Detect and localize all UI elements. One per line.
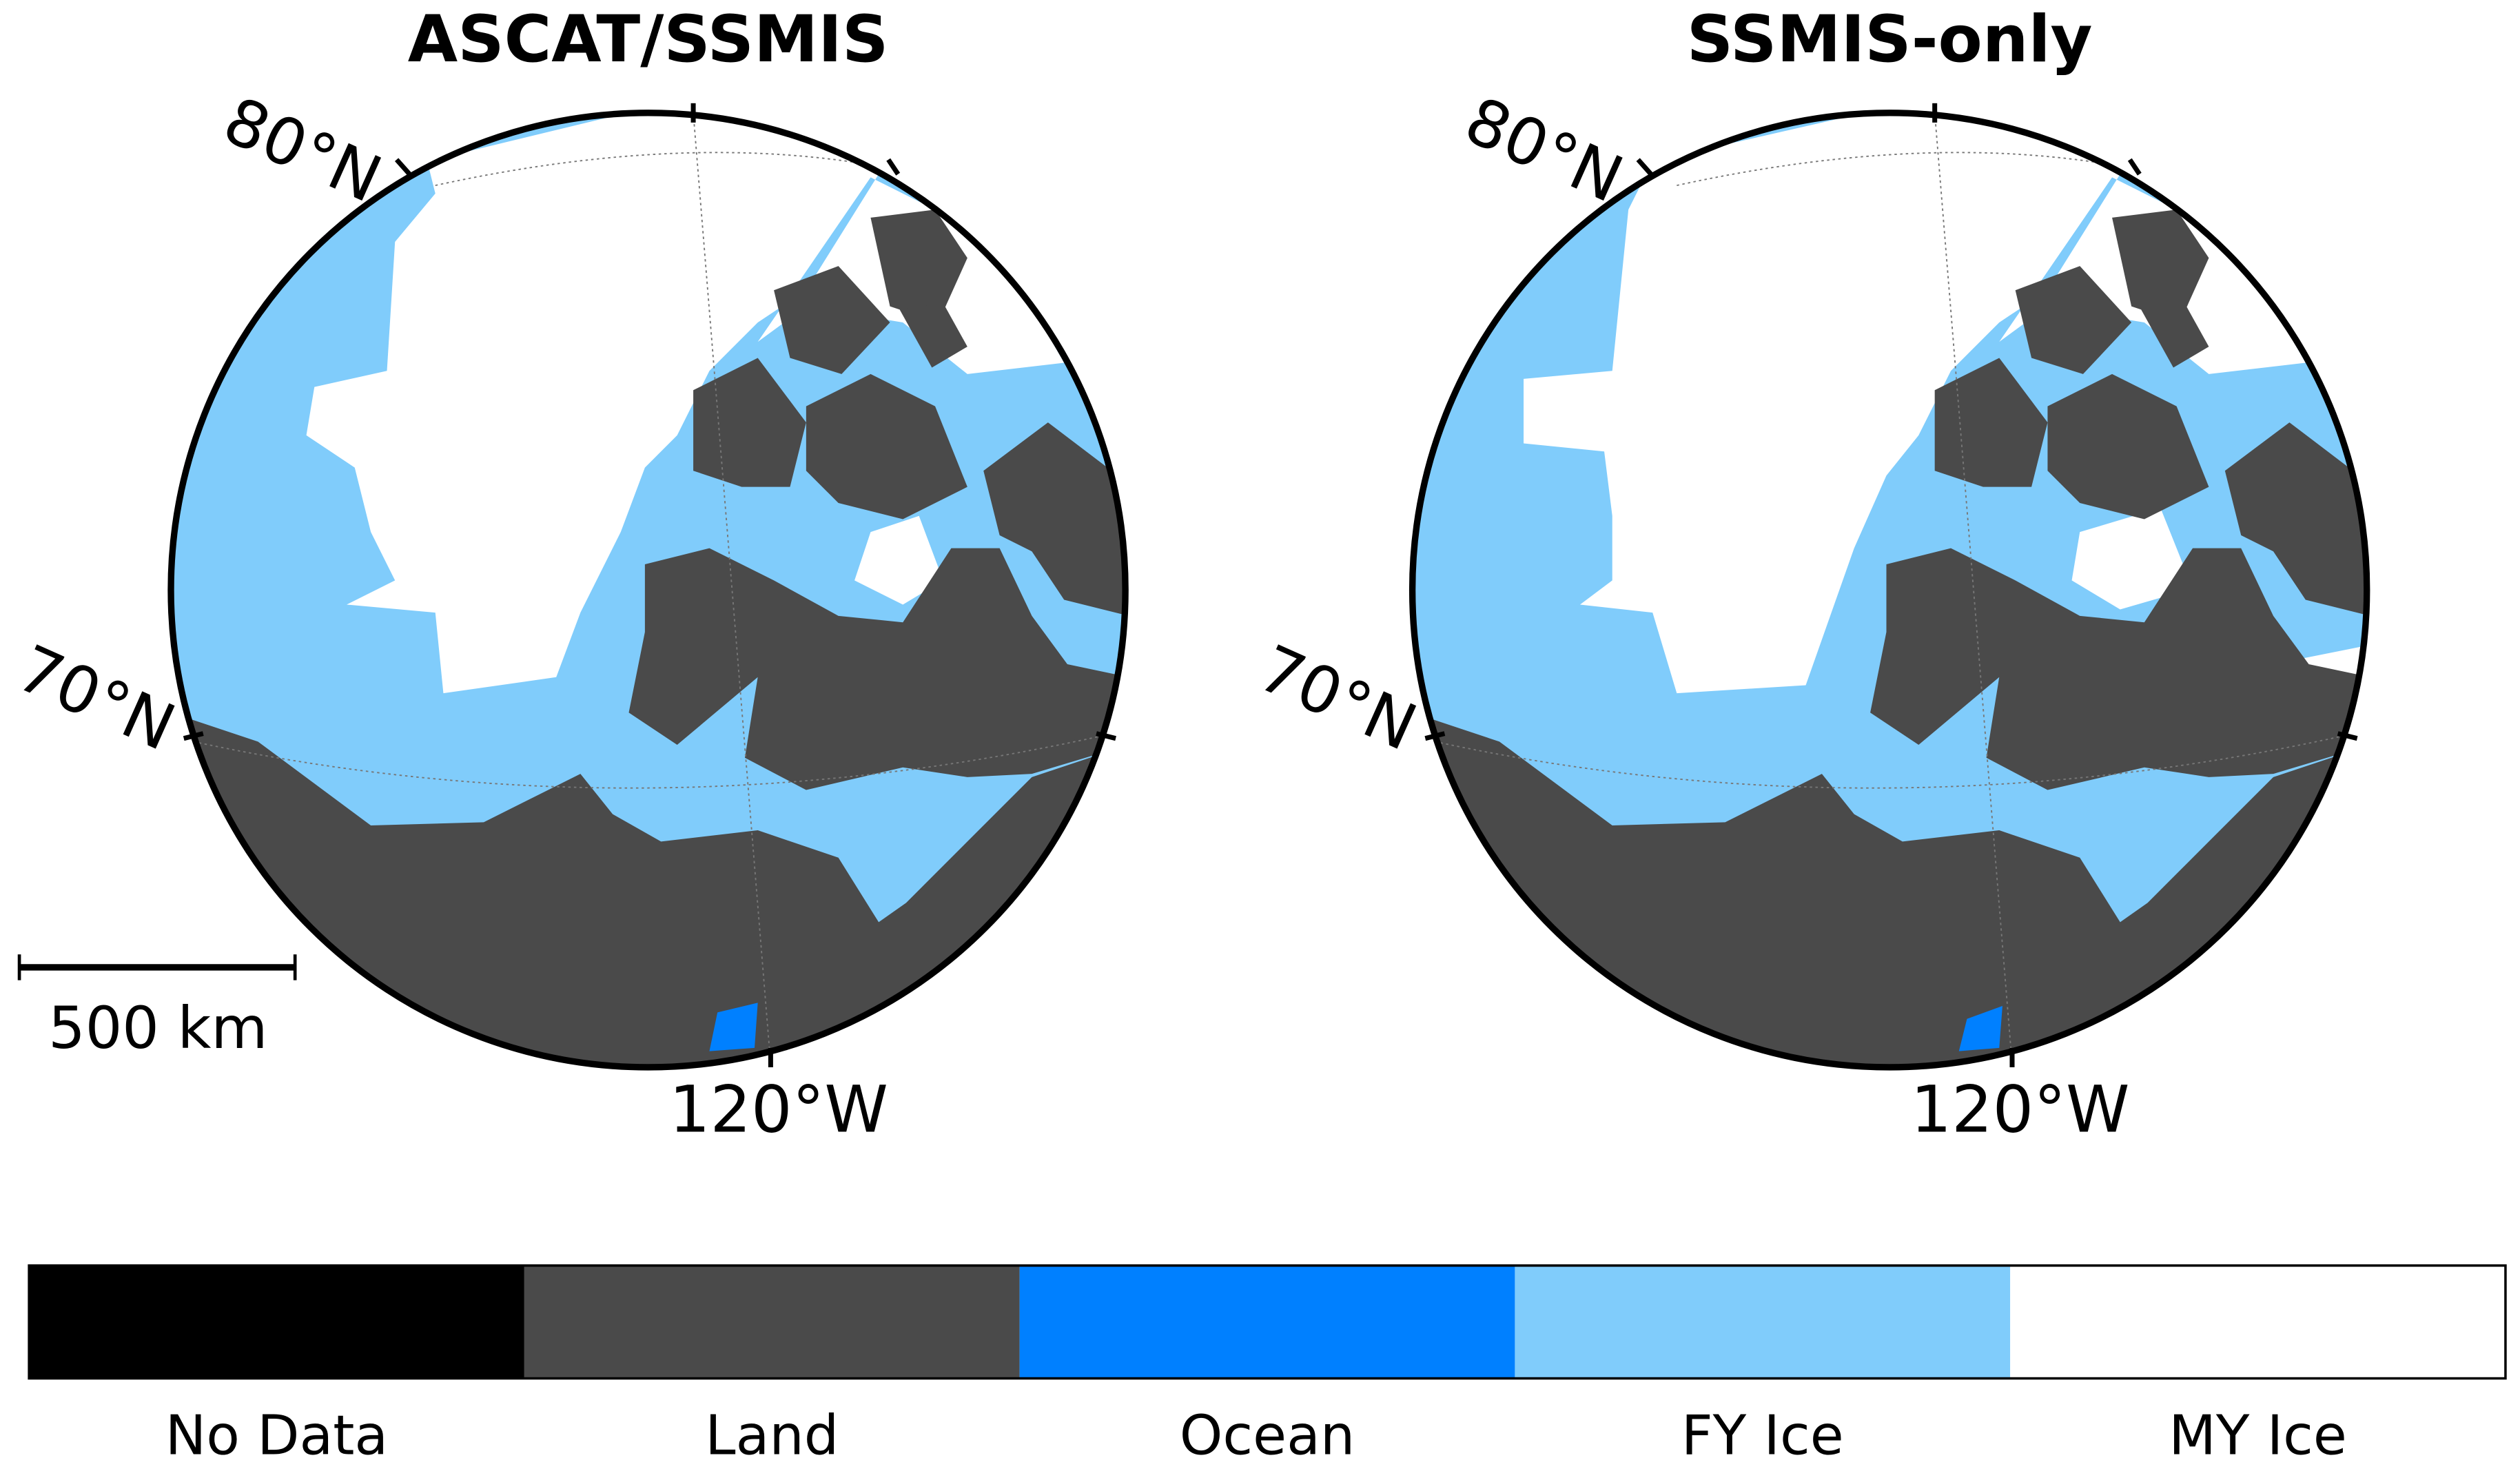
lon-label: 120°W — [669, 1073, 888, 1148]
legend-swatch — [2010, 1265, 2506, 1379]
legend-label: MY Ice — [2169, 1404, 2347, 1468]
ocean — [709, 1003, 758, 1051]
frame-tick — [2127, 158, 2142, 176]
legend-swatch — [29, 1265, 524, 1379]
frame-tick — [886, 158, 901, 176]
colorbar: No Data Land Ocean FY Ice MY Ice — [28, 1264, 2507, 1468]
legend-swatch — [524, 1265, 1020, 1379]
ocean — [1958, 1006, 2002, 1051]
lat-label: 80°N — [213, 83, 392, 218]
frame-tick — [394, 158, 411, 176]
lat-label: 70°N — [1248, 631, 1427, 766]
graticule — [1934, 112, 2013, 1065]
lat-label: 80°N — [1454, 83, 1633, 218]
map-panel: SSMIS-only 80°N 70°N 120°W — [1248, 2, 2370, 1148]
legend-label: Land — [705, 1404, 839, 1468]
legend-label: Ocean — [1180, 1404, 1355, 1468]
legend-swatch — [1515, 1265, 2011, 1379]
colorbar-frame — [28, 1264, 2507, 1380]
map-panel: ASCAT/SSMIS 80°N 70°N 120°W 500 km — [6, 2, 1129, 1148]
frame-tick — [183, 731, 204, 741]
legend-label: FY Ice — [1681, 1404, 1844, 1468]
panel-title: ASCAT/SSMIS — [408, 2, 889, 77]
graticule — [693, 112, 772, 1065]
legend-label: No Data — [165, 1404, 388, 1468]
graticule — [193, 732, 1113, 789]
legend-swatch — [1019, 1265, 1515, 1379]
my-ice — [306, 112, 1065, 694]
map-frame — [167, 110, 1129, 1071]
graticule — [1435, 732, 2355, 789]
map-frame — [1408, 110, 2370, 1071]
lon-label: 120°W — [1911, 1073, 2130, 1148]
frame-tick — [1424, 731, 1446, 741]
frame-tick — [2337, 731, 2358, 741]
scale-bar-label: 500 km — [48, 994, 267, 1062]
lat-label: 70°N — [6, 631, 185, 766]
graticule — [1677, 152, 2137, 187]
frame-tick — [1636, 158, 1653, 176]
panel-title: SSMIS-only — [1687, 2, 2093, 77]
frame-tick — [1096, 731, 1116, 741]
graticule — [435, 152, 895, 187]
